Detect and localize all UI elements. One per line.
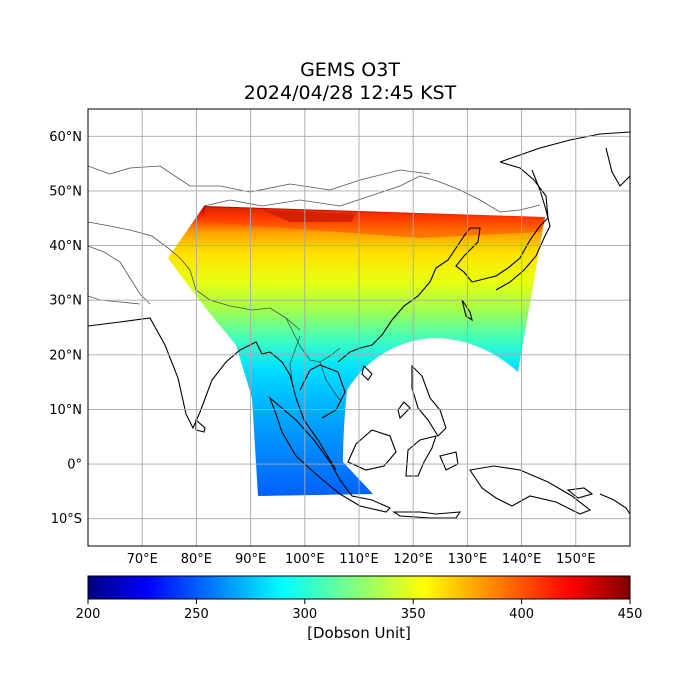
- colorbar-tick-label: 400: [509, 607, 534, 622]
- colorbar: [87, 575, 631, 600]
- colorbar-tick-label: 450: [618, 607, 643, 622]
- lon-tick-label: 80°E: [181, 552, 212, 567]
- lat-tick-label: 60°N: [49, 130, 82, 145]
- lat-tick-label: 10°N: [49, 403, 82, 418]
- map-frame: [87, 108, 631, 547]
- lon-tick-label: 130°E: [448, 552, 488, 567]
- map-subtitle: 2024/04/28 12:45 KST: [243, 82, 457, 104]
- lon-tick-label: 120°E: [393, 552, 433, 567]
- colorbar-tick-label: 300: [292, 607, 317, 622]
- map-title: GEMS O3T: [300, 59, 400, 81]
- lat-tick-label: 50°N: [49, 184, 82, 199]
- colorbar-tick-label: 200: [76, 607, 101, 622]
- colorbar-tick-label: 350: [401, 607, 426, 622]
- lat-tick-label: 40°N: [49, 239, 82, 254]
- colorbar-tick-label: 250: [184, 607, 209, 622]
- map-grid: [88, 109, 630, 546]
- lon-tick-label: 90°E: [235, 552, 266, 567]
- lat-tick-label: 10°S: [51, 512, 82, 527]
- lon-tick-label: 110°E: [339, 552, 379, 567]
- colorbar-label: [Dobson Unit]: [307, 624, 411, 642]
- lon-tick-label: 100°E: [285, 552, 325, 567]
- lon-tick-label: 150°E: [556, 552, 596, 567]
- ozone-swath: [168, 206, 545, 496]
- lat-tick-label: 30°N: [49, 294, 82, 309]
- lat-tick-label: 0°: [67, 458, 82, 473]
- lon-tick-label: 140°E: [502, 552, 542, 567]
- coastlines: [88, 131, 630, 519]
- lon-tick-label: 70°E: [127, 552, 158, 567]
- lat-tick-label: 20°N: [49, 348, 82, 363]
